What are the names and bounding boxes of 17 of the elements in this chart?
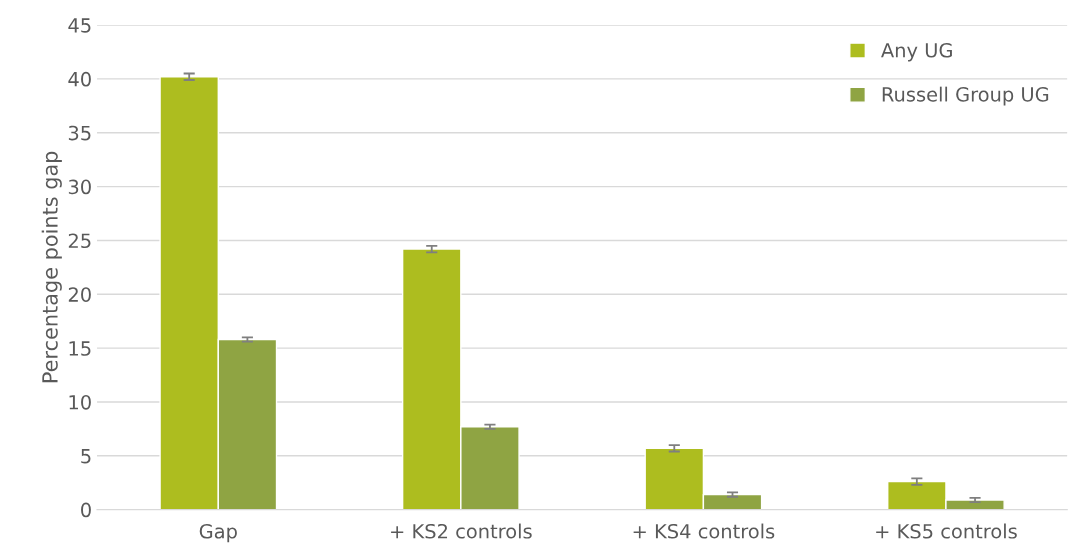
legend-label: Any UG [881, 42, 952, 62]
y-tick-label: 35 [68, 125, 91, 141]
x-tick-label: + KS4 controls [633, 523, 775, 539]
y-tick-label: 5 [81, 449, 91, 464]
legend-label: Russell Group UG [882, 86, 1049, 106]
y-tick-label: 10 [69, 394, 91, 410]
y-tick-label: 30 [68, 179, 91, 195]
x-tick-label: + KS2 controls [391, 523, 532, 539]
y-tick-label: 0 [81, 502, 91, 518]
y-tick-label: 15 [69, 341, 91, 356]
y-tick-label: 25 [68, 233, 91, 249]
y-axis-title: Percentage points gap [41, 151, 62, 383]
y-tick-label: 45 [68, 18, 91, 33]
x-tick-label: + KS5 controls [876, 523, 1017, 539]
y-tick-label: 40 [68, 71, 91, 87]
x-tick-label: Gap [199, 523, 237, 543]
y-tick-label: 20 [68, 287, 91, 302]
